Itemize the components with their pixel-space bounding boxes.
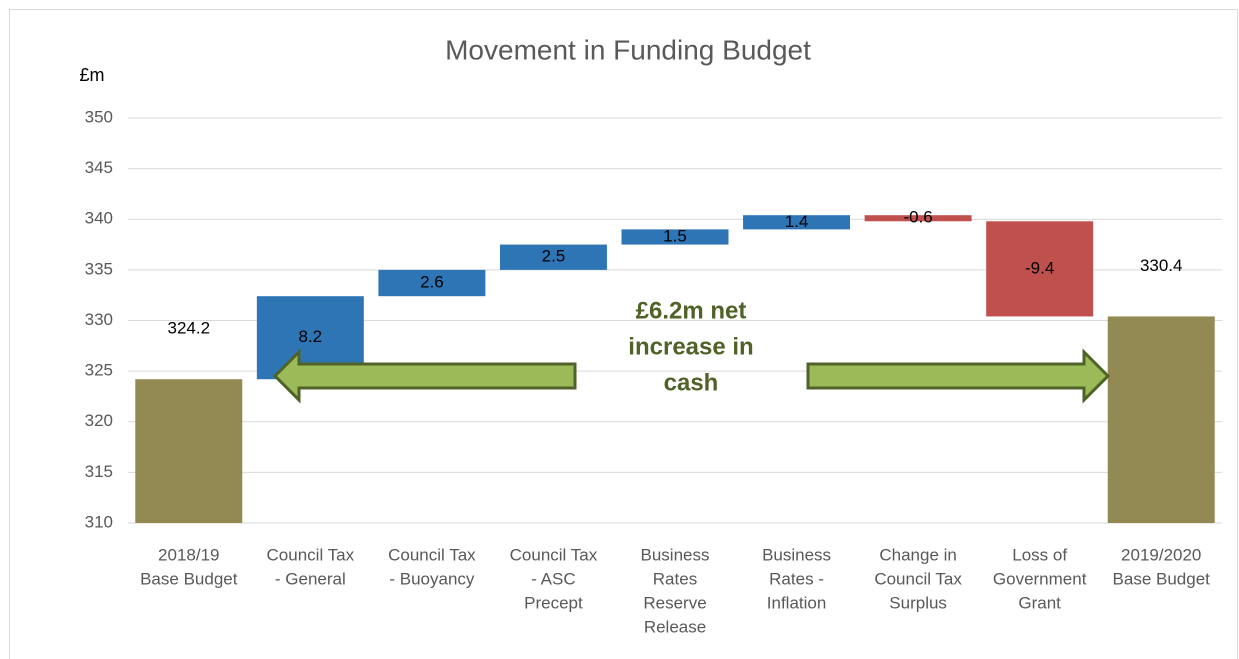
data-label: 2.5 xyxy=(542,247,566,266)
bar xyxy=(135,379,243,523)
y-axis-label: £m xyxy=(79,65,104,85)
x-tick-label: 2019/2020 xyxy=(1121,545,1201,564)
y-tick-label: 330 xyxy=(85,310,113,329)
annotation-text: increase in xyxy=(628,333,753,360)
y-tick-label: 320 xyxy=(85,411,113,430)
x-tick-label: Business xyxy=(762,545,831,564)
data-label: 1.5 xyxy=(663,226,687,245)
y-tick-label: 315 xyxy=(85,462,113,481)
x-tick-label: Change in xyxy=(879,545,957,564)
y-tick-label: 340 xyxy=(85,209,113,228)
annotation-text: £6.2m net xyxy=(636,297,747,324)
data-label: -9.4 xyxy=(1025,258,1054,277)
x-tick-label: Release xyxy=(644,617,706,636)
x-tick-label: Grant xyxy=(1018,593,1061,612)
x-tick-label: Precept xyxy=(524,593,583,612)
x-tick-label: - ASC xyxy=(531,569,575,588)
data-label: 1.4 xyxy=(785,212,809,231)
x-tick-label: Business xyxy=(641,545,710,564)
y-tick-label: 345 xyxy=(85,158,113,177)
bar xyxy=(378,269,486,297)
x-tick-label: Rates - xyxy=(769,569,824,588)
y-tick-label: 325 xyxy=(85,361,113,380)
data-label: 2.6 xyxy=(420,273,444,292)
bar xyxy=(986,221,1094,317)
x-tick-label: Surplus xyxy=(889,593,947,612)
x-tick-label: - General xyxy=(275,569,346,588)
y-tick-label: 350 xyxy=(85,107,113,126)
x-tick-label: Inflation xyxy=(767,593,827,612)
x-tick-label: Rates xyxy=(653,569,697,588)
bars xyxy=(135,215,1215,523)
x-tick-label: Base Budget xyxy=(140,569,238,588)
right-arrow xyxy=(806,348,1111,404)
x-tick-label: Government xyxy=(993,569,1087,588)
x-tick-label: Council Tax xyxy=(874,569,962,588)
bar xyxy=(743,215,851,230)
data-label: 8.2 xyxy=(299,327,323,346)
data-label: 324.2 xyxy=(168,319,211,338)
y-tick-label: 310 xyxy=(85,512,113,531)
bar xyxy=(621,229,729,245)
x-tick-label: 2018/19 xyxy=(158,545,219,564)
y-tick-label: 335 xyxy=(85,259,113,278)
data-label: -0.6 xyxy=(903,208,932,227)
x-tick-label: - Buoyancy xyxy=(389,569,475,588)
chart-title: Movement in Funding Budget xyxy=(445,34,811,65)
data-label: 330.4 xyxy=(1140,256,1183,275)
labels: 310 315 320 325 330 335 340 345 350 324.2 2018/19 B… xyxy=(85,107,1211,636)
annotation-text: cash xyxy=(664,369,719,396)
bar xyxy=(864,215,972,222)
x-tick-label: Base Budget xyxy=(1113,569,1211,588)
bar xyxy=(499,244,607,270)
x-tick-label: Council Tax xyxy=(388,545,476,564)
x-tick-label: Reserve xyxy=(643,593,706,612)
bar xyxy=(1107,316,1215,523)
x-tick-label: Council Tax xyxy=(510,545,598,564)
left-arrow xyxy=(272,348,577,404)
x-tick-label: Council Tax xyxy=(267,545,355,564)
annotation: £6.2m net increase in cash xyxy=(628,297,753,396)
x-tick-label: Loss of xyxy=(1012,545,1067,564)
